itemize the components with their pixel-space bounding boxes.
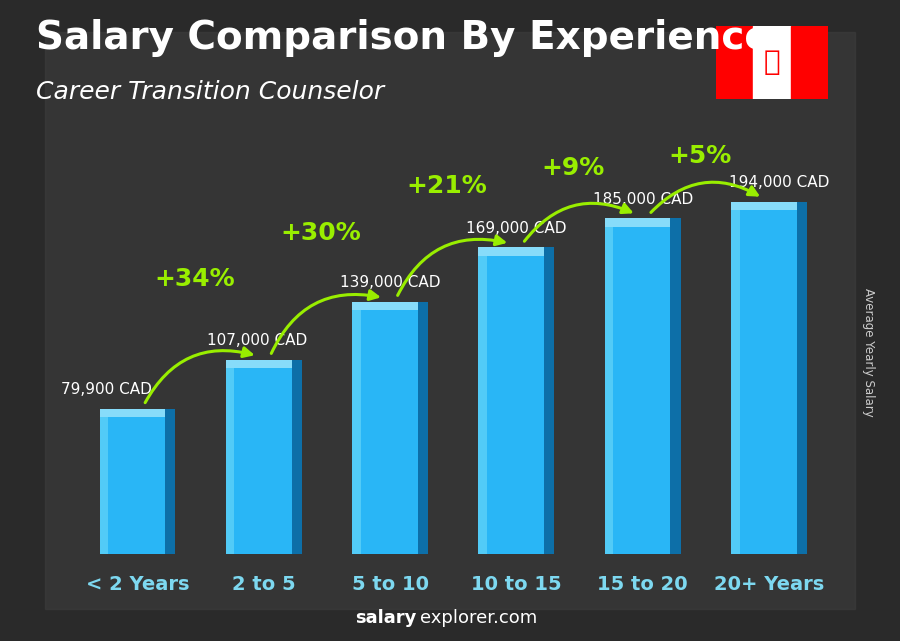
Bar — [226, 360, 235, 554]
Text: 185,000 CAD: 185,000 CAD — [592, 192, 693, 207]
Polygon shape — [418, 302, 428, 554]
Text: 169,000 CAD: 169,000 CAD — [466, 221, 567, 236]
Bar — [731, 202, 796, 554]
Text: 15 to 20: 15 to 20 — [598, 575, 688, 594]
Text: 79,900 CAD: 79,900 CAD — [60, 383, 151, 397]
Bar — [479, 247, 544, 554]
Text: Salary Comparison By Experience: Salary Comparison By Experience — [36, 19, 770, 57]
Bar — [226, 360, 292, 368]
Polygon shape — [796, 202, 807, 554]
Bar — [100, 409, 108, 554]
Text: Average Yearly Salary: Average Yearly Salary — [862, 288, 875, 417]
Bar — [605, 218, 670, 554]
Bar — [352, 302, 418, 310]
Text: < 2 Years: < 2 Years — [86, 575, 189, 594]
Text: explorer.com: explorer.com — [420, 609, 537, 627]
Bar — [731, 202, 740, 554]
Text: 107,000 CAD: 107,000 CAD — [207, 333, 308, 348]
Text: 139,000 CAD: 139,000 CAD — [340, 275, 440, 290]
Text: +5%: +5% — [668, 144, 731, 168]
Text: Career Transition Counselor: Career Transition Counselor — [36, 80, 384, 104]
Text: salary: salary — [356, 609, 417, 627]
Bar — [731, 202, 796, 210]
Bar — [226, 360, 292, 554]
Bar — [790, 26, 828, 99]
Polygon shape — [166, 409, 176, 554]
Text: +34%: +34% — [154, 267, 235, 291]
Bar — [753, 26, 790, 99]
Text: 🍁: 🍁 — [763, 49, 780, 76]
Text: +21%: +21% — [407, 174, 487, 197]
Text: 194,000 CAD: 194,000 CAD — [729, 176, 829, 190]
Bar — [352, 302, 361, 554]
Bar — [352, 302, 418, 554]
Bar — [605, 218, 670, 227]
Bar — [716, 26, 753, 99]
Bar — [605, 218, 613, 554]
Text: 10 to 15: 10 to 15 — [471, 575, 562, 594]
Bar — [100, 409, 166, 417]
Polygon shape — [670, 218, 680, 554]
Text: 2 to 5: 2 to 5 — [232, 575, 295, 594]
Text: +9%: +9% — [542, 156, 605, 180]
Bar — [479, 247, 487, 554]
Text: 5 to 10: 5 to 10 — [352, 575, 428, 594]
Text: 20+ Years: 20+ Years — [714, 575, 824, 594]
Text: +30%: +30% — [280, 221, 361, 245]
Bar — [100, 409, 166, 554]
Bar — [479, 247, 544, 256]
Polygon shape — [544, 247, 554, 554]
Polygon shape — [292, 360, 302, 554]
